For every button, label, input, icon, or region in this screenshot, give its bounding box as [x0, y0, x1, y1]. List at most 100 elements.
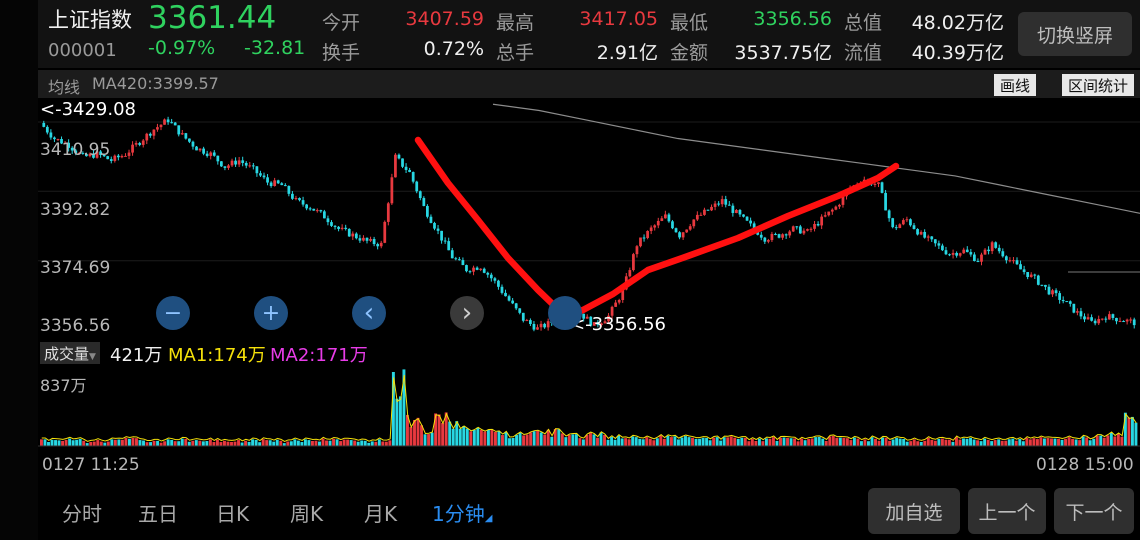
scroll-right-button[interactable]: › — [450, 296, 484, 330]
volume-bar — [824, 440, 828, 446]
candle-body — [1008, 260, 1012, 262]
candle-body — [820, 216, 824, 226]
volume-bar — [606, 439, 610, 446]
tab-weekly-k[interactable]: 周K — [290, 502, 324, 526]
candle-body — [536, 327, 539, 330]
volume-bar — [374, 441, 378, 446]
total-volume-label: 总手 — [496, 42, 535, 64]
candle-body — [973, 254, 976, 261]
volume-bar — [131, 437, 135, 446]
volume-bar — [944, 439, 948, 446]
volume-bar — [120, 439, 124, 446]
candle-body — [92, 153, 95, 158]
volume-bar — [353, 440, 357, 446]
volume-bar — [779, 437, 782, 446]
candle-body — [649, 227, 653, 232]
candle-body — [497, 280, 500, 287]
zoom-out-button[interactable]: − — [156, 296, 190, 330]
candle-body — [628, 270, 632, 277]
candle-body — [948, 254, 951, 256]
candle-body — [795, 226, 799, 228]
candle-body — [916, 229, 919, 235]
volume-bar — [673, 436, 677, 446]
volume-bar — [522, 435, 526, 446]
volume-bar — [177, 441, 181, 446]
candle-body — [585, 316, 589, 319]
candle-body — [273, 180, 277, 187]
candle-body — [120, 156, 124, 158]
candle-body — [909, 219, 912, 226]
next-stock-button[interactable]: 下一个 — [1054, 488, 1134, 534]
volume-bar — [666, 435, 670, 446]
volume-bar — [497, 431, 501, 446]
tab-daily-k[interactable]: 日K — [216, 502, 250, 526]
candle-body — [813, 223, 816, 229]
open-label: 今开 — [322, 12, 361, 34]
change-value: -32.81 — [244, 37, 306, 59]
volume-bar — [265, 440, 269, 446]
volume-bar — [99, 441, 103, 446]
scroll-left-button[interactable]: ‹ — [352, 296, 386, 330]
volume-bar — [212, 442, 216, 446]
volume-bar — [156, 440, 160, 446]
candle-body — [891, 218, 895, 228]
price-chart[interactable]: 3410.95 3392.82 3374.69 3356.56 <-3429.0… — [38, 98, 1140, 338]
scroll-end-button[interactable] — [548, 296, 582, 330]
tab-monthly-k[interactable]: 月K — [364, 502, 398, 526]
candle-body — [1086, 317, 1090, 320]
candle-body — [415, 181, 419, 192]
volume-bar — [662, 438, 666, 446]
volume-bar — [240, 442, 244, 446]
volume-bar — [1085, 437, 1089, 446]
volume-bar — [793, 438, 797, 446]
candle-body — [472, 267, 475, 272]
high-value: 3417.05 — [579, 8, 658, 30]
candle-body — [141, 140, 145, 145]
price-tick: 3374.69 — [40, 258, 111, 278]
volume-bar — [198, 440, 202, 446]
candle-body — [887, 210, 891, 219]
volume-bar — [997, 439, 1001, 446]
candle-body — [923, 231, 927, 238]
candle-body — [422, 198, 426, 206]
volume-bar — [518, 432, 522, 446]
volume-selector[interactable]: 成交量▼ — [40, 342, 100, 364]
candle-body — [518, 308, 522, 313]
volume-bar — [1053, 438, 1057, 446]
volume-bar — [993, 440, 997, 446]
candle-body — [703, 209, 706, 215]
switch-portrait-button[interactable]: 切换竖屏 — [1018, 12, 1132, 56]
volume-bars — [38, 369, 1140, 447]
previous-stock-button[interactable]: 上一个 — [968, 488, 1046, 534]
tab-five-day[interactable]: 五日 — [138, 502, 178, 526]
volume-bar — [1092, 438, 1096, 446]
candle-body — [102, 154, 106, 157]
candle-body — [326, 218, 330, 223]
draw-line-button[interactable]: 画线 — [994, 74, 1037, 96]
volume-bar — [965, 438, 969, 446]
candle-body — [70, 147, 74, 151]
volume-bar — [574, 434, 578, 446]
volume-bar — [149, 442, 153, 446]
tab-one-minute[interactable]: 1分钟◢ — [432, 498, 492, 527]
volume-bar — [842, 437, 846, 446]
volume-bar — [803, 440, 807, 446]
add-watchlist-button[interactable]: 加自选 — [868, 488, 960, 534]
zoom-in-button[interactable]: + — [254, 296, 288, 330]
volume-bar — [346, 439, 350, 446]
low-value: 3356.56 — [753, 8, 832, 30]
candle-body — [632, 254, 635, 271]
volume-bar — [282, 443, 286, 446]
change-percent: -0.97% — [148, 37, 216, 59]
candle-body — [969, 252, 973, 255]
candle-body — [148, 133, 152, 136]
volume-bar — [669, 437, 673, 446]
tab-intraday[interactable]: 分时 — [62, 502, 102, 526]
volume-bar — [106, 441, 110, 446]
candle-body — [667, 214, 671, 222]
volume-bar — [430, 432, 434, 446]
volume-bar — [455, 421, 459, 446]
volume-chart[interactable]: 837万 — [38, 368, 1140, 450]
range-stats-button[interactable]: 区间统计 — [1062, 74, 1135, 96]
low-label: 最低 — [670, 12, 709, 34]
